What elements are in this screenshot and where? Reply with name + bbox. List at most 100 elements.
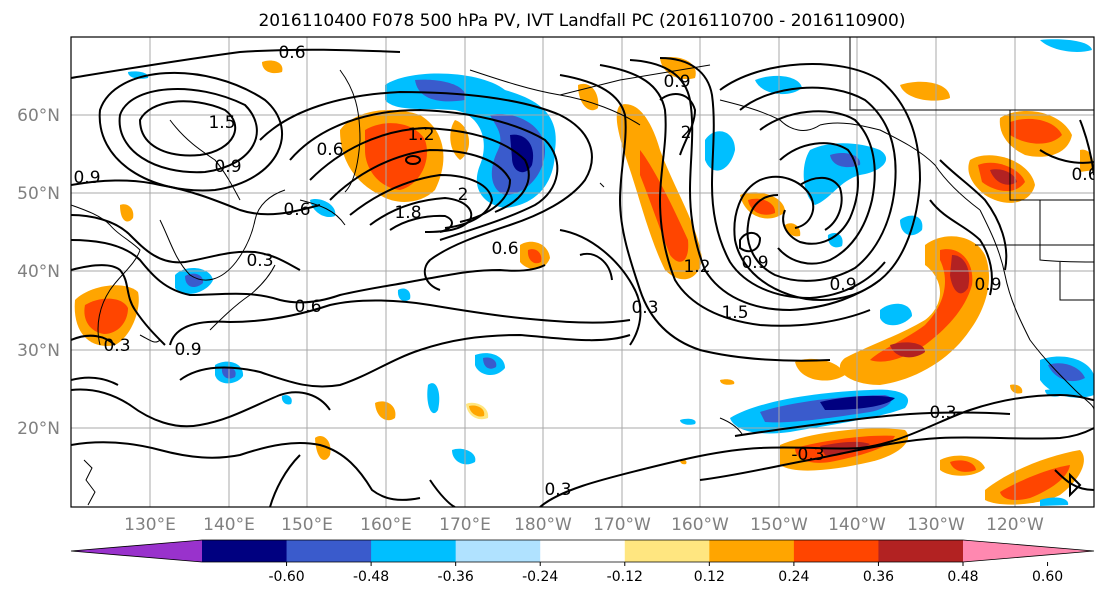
lon-label: 160°W (671, 515, 729, 535)
contour-label: 0.6 (283, 200, 310, 220)
colorbar-segment (709, 540, 795, 562)
contour-label: 0.6 (491, 239, 518, 259)
map-panel: 0.6 1.5 0.9 0.9 0.6 0.6 1.2 1.8 2 0.3 0.… (71, 37, 1098, 507)
colorbar-outline (70, 539, 1095, 563)
lon-label: 120°W (986, 515, 1044, 535)
contour-label: 1.2 (683, 257, 710, 277)
colorbar-label: 0.12 (694, 569, 725, 585)
ivt-positive-region (1010, 384, 1023, 394)
contour-label: 0.9 (829, 275, 856, 295)
contour-label: 0.6 (1071, 165, 1098, 185)
ivt-positive-region (120, 204, 134, 222)
ivt-negative-region (827, 233, 843, 248)
colorbar-label: -0.24 (522, 569, 558, 585)
ivt-positive-region (748, 198, 776, 215)
lat-label: 30°N (17, 341, 60, 361)
colorbar-label: 0.36 (863, 569, 894, 585)
ivt-positive-region (84, 298, 128, 334)
ivt-negative-region (1048, 363, 1085, 382)
contour-label: 0.3 (929, 403, 956, 423)
map-frame (70, 36, 1095, 508)
contour-label: 0.3 (631, 298, 658, 318)
ivt-positive-region (785, 223, 801, 237)
ivt-negative-region (803, 143, 887, 205)
colorbar-label: 0.48 (947, 569, 978, 585)
ivt-positive-region (365, 123, 428, 190)
ivt-negative-region (1040, 497, 1069, 506)
contour-label: 0.9 (663, 72, 690, 92)
colorbar-label: -0.12 (607, 569, 643, 585)
contour-label: 0.9 (214, 157, 241, 177)
ivt-positive-region (870, 249, 973, 362)
contour-label: 1.8 (394, 203, 421, 223)
lon-label: 140°W (828, 515, 886, 535)
ivt-negative-region (1040, 39, 1092, 52)
colorbar-label: -0.60 (268, 569, 304, 585)
contour-labels: 0.6 1.5 0.9 0.9 0.6 0.6 1.2 1.8 2 0.3 0.… (73, 43, 1098, 500)
ivt-positive-region (375, 401, 396, 421)
contour-label: 0.9 (741, 253, 768, 273)
ivt-positive-region (1010, 118, 1062, 144)
ivt-negative-region (880, 303, 912, 326)
lat-label: 60°N (17, 106, 60, 126)
ivt-negative-region (397, 288, 411, 302)
contour-label: 0.9 (73, 168, 100, 188)
ivt-negative-region (427, 383, 440, 414)
contour-label: 0.9 (174, 340, 201, 360)
longitude-labels: 130°E 140°E 150°E 160°E 170°E 180°W 170°… (124, 515, 1044, 535)
colorbar-extend-low (71, 540, 202, 562)
colorbar-segment (624, 540, 710, 562)
ivt-negative-region (680, 418, 696, 425)
colorbar-segment (540, 540, 626, 562)
ivt-negative-region (510, 134, 534, 173)
gridlines (71, 37, 1094, 507)
lat-label: 40°N (17, 262, 60, 282)
colorbar-extend-high (963, 540, 1094, 562)
lon-label: 150°E (281, 515, 333, 535)
lon-label: 170°E (439, 515, 491, 535)
ivt-shading (74, 39, 1094, 506)
ivt-positive-region (262, 60, 283, 74)
ivt-positive-region (720, 379, 735, 385)
colorbar-segment (878, 540, 964, 562)
ivt-negative-region (483, 357, 497, 369)
contour-label: 1.5 (721, 303, 748, 323)
colorbar-label: -0.36 (438, 569, 474, 585)
ivt-negative-region (310, 199, 336, 218)
ivt-positive-region (640, 150, 689, 262)
contour-label: 0.3 (544, 480, 571, 500)
contour-label: 0.3 (246, 251, 273, 271)
lon-label: 160°E (360, 515, 412, 535)
lon-label: 170°W (593, 515, 651, 535)
colorbar-label: -0.48 (353, 569, 389, 585)
colorbar-segment (455, 540, 541, 562)
coastlines (71, 37, 1094, 506)
colorbar-label: 0.60 (1032, 569, 1063, 585)
lon-label: 140°E (203, 515, 255, 535)
pv-contours (71, 48, 1094, 507)
contour-label: 0.6 (278, 43, 305, 63)
contour-label: 2 (458, 185, 469, 205)
colorbar: -0.60 -0.48 -0.36 -0.24 -0.12 0.12 0.24 0.36 0.4… (70, 539, 1095, 585)
ivt-negative-region (452, 448, 476, 465)
contour-label: 0.3 (103, 336, 130, 356)
ivt-negative-region (281, 395, 292, 405)
contour-label: -0.3 (791, 445, 824, 465)
colorbar-label: 0.24 (778, 569, 809, 585)
lon-label: 150°W (750, 515, 808, 535)
contour-label: 0.6 (294, 297, 321, 317)
contour-label: 0.6 (316, 140, 343, 160)
ivt-positive-region (950, 460, 976, 472)
colorbar-segment (793, 540, 879, 562)
lon-label: 180°W (514, 515, 572, 535)
contour-label: 2 (681, 123, 692, 143)
lat-label: 50°N (17, 184, 60, 204)
ivt-positive-region (950, 255, 970, 294)
lon-label: 130°E (124, 515, 176, 535)
latitude-labels: 20°N 30°N 40°N 50°N 60°N (17, 106, 60, 439)
lon-label: 130°W (907, 515, 965, 535)
ivt-positive-region (469, 405, 485, 417)
colorbar-segment (202, 540, 288, 562)
ivt-positive-region (900, 81, 950, 101)
